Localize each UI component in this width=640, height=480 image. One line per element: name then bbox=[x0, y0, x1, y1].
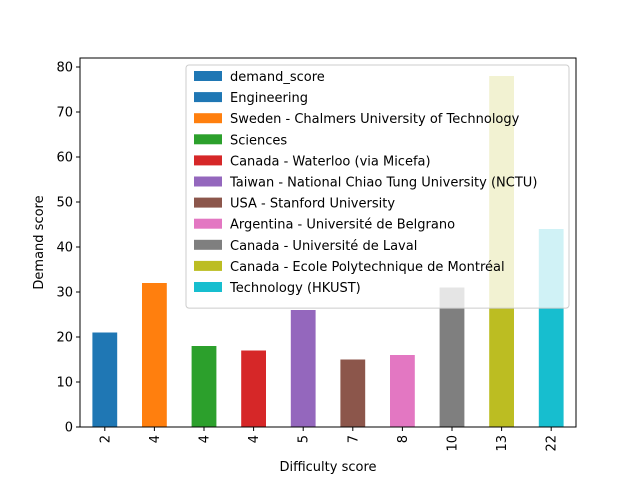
legend-swatch-9 bbox=[194, 260, 222, 271]
bar-0 bbox=[92, 332, 118, 427]
bar-4 bbox=[290, 310, 316, 427]
legend-label-10: Technology (HKUST) bbox=[229, 281, 361, 296]
legend-swatch-4 bbox=[194, 155, 222, 166]
x-tick-label-0: 2 bbox=[98, 435, 113, 443]
legend-label-4: Canada - Waterloo (via Micefa) bbox=[230, 154, 431, 169]
y-tick-label-7: 70 bbox=[56, 106, 73, 121]
x-tick-label-2: 4 bbox=[198, 435, 213, 443]
x-tick-label-5: 7 bbox=[346, 435, 361, 443]
x-axis: 2 4 4 4 5 7 8 10 13 22 bbox=[98, 427, 560, 452]
legend: demand_score Engineering Sweden - Chalmers… bbox=[185, 64, 570, 309]
x-tick-label-6: 8 bbox=[396, 435, 411, 443]
legend-label-0: demand_score bbox=[230, 70, 325, 85]
y-tick-label-3: 30 bbox=[56, 286, 73, 301]
bar-6 bbox=[390, 355, 415, 427]
y-tick-label-0: 0 bbox=[65, 421, 73, 436]
legend-swatch-10 bbox=[194, 282, 222, 292]
plot-frame bbox=[79, 57, 577, 428]
x-tick-label-1: 4 bbox=[148, 435, 163, 443]
legend-label-1: Engineering bbox=[230, 91, 308, 106]
y-tick-label-6: 60 bbox=[56, 151, 73, 166]
y-axis: 0 10 20 30 40 50 60 70 80 bbox=[56, 61, 80, 436]
legend-swatch-1 bbox=[194, 92, 222, 103]
x-tick-label-3: 4 bbox=[247, 435, 262, 443]
bar-5 bbox=[340, 359, 366, 427]
legend-label-2: Sweden - Chalmers University of Technolo… bbox=[230, 112, 520, 127]
legend-swatch-7 bbox=[194, 218, 222, 229]
y-tick-label-2: 20 bbox=[56, 331, 73, 346]
bar-2 bbox=[191, 346, 217, 427]
legend-label-5: Taiwan - National Chiao Tung University … bbox=[229, 176, 537, 191]
legend-label-8: Canada - Université de Laval bbox=[230, 239, 417, 254]
y-axis-label: Demand score bbox=[32, 195, 47, 289]
bar-7 bbox=[439, 287, 465, 427]
x-axis-label: Difficulty score bbox=[279, 460, 376, 475]
bar-3 bbox=[241, 350, 266, 427]
legend-swatch-2 bbox=[194, 113, 222, 124]
x-tick-label-4: 5 bbox=[297, 435, 312, 443]
legend-swatch-8 bbox=[194, 239, 222, 250]
y-tick-label-5: 50 bbox=[56, 196, 73, 211]
y-tick-label-8: 80 bbox=[56, 61, 73, 76]
legend-swatch-6 bbox=[194, 197, 222, 208]
x-tick-label-7: 10 bbox=[446, 435, 461, 452]
legend-swatch-5 bbox=[194, 176, 222, 187]
x-tick-label-8: 13 bbox=[495, 435, 510, 452]
legend-label-6: USA - Stanford University bbox=[230, 197, 395, 212]
legend-swatch-3 bbox=[194, 134, 222, 145]
y-tick-label-4: 40 bbox=[56, 241, 73, 256]
x-tick-label-9: 22 bbox=[545, 435, 560, 452]
legend-box bbox=[185, 64, 570, 309]
legend-label-3: Sciences bbox=[230, 133, 287, 148]
y-tick-label-1: 10 bbox=[56, 376, 73, 391]
bar-1 bbox=[142, 283, 167, 427]
legend-label-9: Canada - Ecole Polytechnique de Montréal bbox=[230, 260, 505, 275]
legend-label-7: Argentina - Université de Belgrano bbox=[230, 218, 455, 233]
legend-swatch-0 bbox=[194, 71, 222, 81]
